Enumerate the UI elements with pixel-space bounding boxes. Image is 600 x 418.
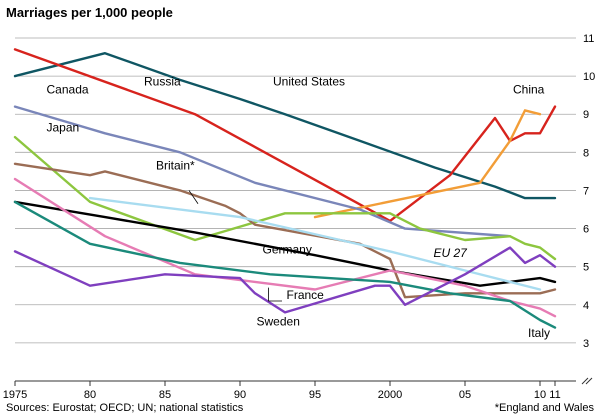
series-labels: Russia United States China Canada Japan Brita…: [47, 75, 551, 341]
chart-title: Marriages per 1,000 people: [6, 5, 173, 20]
x-tick-label: 90: [234, 389, 246, 401]
x-tick-label: 05: [459, 389, 471, 401]
series-line-france: [13, 177, 557, 318]
series-line-china: [313, 109, 542, 219]
series-label-sweden: Sweden: [257, 315, 300, 329]
series-line-britain: [13, 162, 557, 299]
footnote: *England and Wales: [495, 402, 595, 414]
series-label-japan: Japan: [47, 120, 80, 134]
grid: [15, 37, 593, 385]
x-tick-label: 11: [549, 389, 560, 401]
series-label-britain: Britain*: [156, 158, 195, 172]
y-tick-label: 5: [583, 262, 589, 274]
y-tick-label: 8: [583, 147, 589, 159]
series-label-italy: Italy: [528, 326, 550, 340]
source-note: Sources: Eurostat; OECD; UN; national st…: [6, 402, 244, 414]
x-tick-label: 80: [84, 389, 96, 401]
series-group: [13, 48, 557, 329]
series-line-sweden: [13, 246, 557, 314]
axis-break-mark: [581, 377, 593, 385]
series-line-eu-27: [88, 196, 542, 291]
series-label-germany: Germany: [263, 242, 312, 256]
y-tick-label: 4: [583, 300, 589, 312]
series-label-russia: Russia: [144, 75, 181, 89]
series-label-canada: Canada: [47, 82, 89, 96]
series-line-canada: [13, 105, 512, 238]
series-label-china: China: [513, 82, 545, 96]
x-axis: 1975 80 85 90 95 2000 05 10 11: [3, 381, 561, 401]
label-leader-line: [188, 190, 199, 205]
series-label-eu-27: EU 27: [434, 246, 469, 260]
y-tick-label: 9: [583, 109, 589, 121]
x-tick-label: 10: [534, 389, 546, 401]
series-line-japan: [13, 135, 557, 261]
y-tick-label: 3: [583, 338, 589, 350]
x-tick-label: 1975: [3, 389, 27, 401]
series-label-france: France: [287, 288, 325, 302]
y-axis: 3 4 5 6 7 8 9 10 11: [583, 33, 595, 350]
y-tick-label: 7: [583, 185, 589, 197]
y-tick-label: 6: [583, 224, 589, 236]
series-line-united-states: [13, 52, 557, 200]
y-tick-label: 11: [583, 33, 594, 45]
x-tick-label: 95: [309, 389, 321, 401]
y-tick-label: 10: [583, 71, 595, 83]
x-tick-label: 2000: [378, 389, 402, 401]
leader-lines: [188, 190, 282, 302]
series-line-russia: [13, 48, 557, 223]
label-leader-line: [268, 287, 282, 302]
series-line-italy: [13, 200, 557, 329]
x-tick-label: 85: [159, 389, 171, 401]
series-label-united-states: United States: [273, 75, 345, 89]
